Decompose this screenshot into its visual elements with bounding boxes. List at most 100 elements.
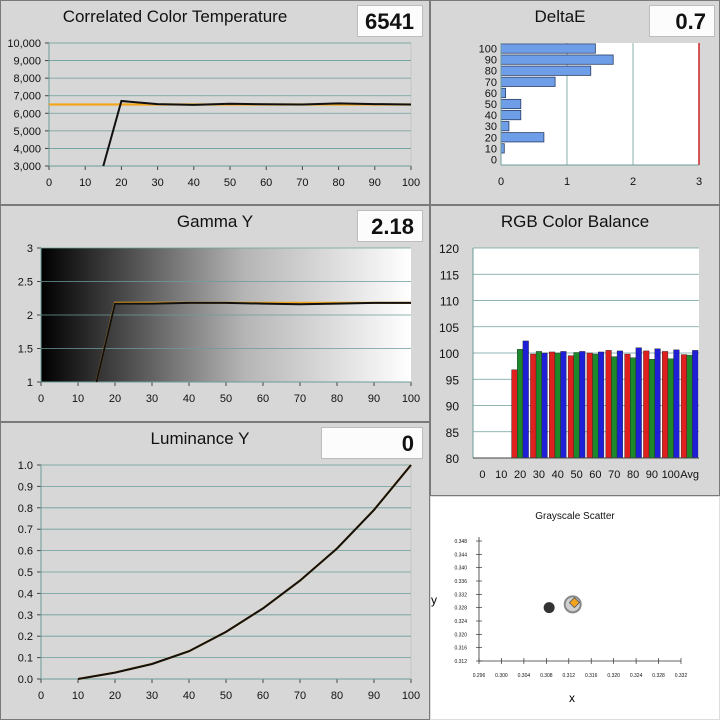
y-tick-label: 9,000 [13, 56, 41, 68]
blue-bar [579, 351, 586, 459]
red-bar [662, 351, 669, 459]
y-tick-label: 5,000 [13, 126, 41, 138]
x-tick-label: 0.308 [540, 673, 553, 679]
rgb-title: RGB Color Balance [500, 212, 650, 231]
y-tick-label: 0.340 [454, 566, 467, 572]
x-tick-label: 40 [183, 393, 195, 405]
red-bar [680, 354, 687, 459]
y-tick-label: 0.3 [18, 610, 33, 622]
x-tick-label: 40 [552, 469, 564, 481]
blue-bar [616, 350, 623, 459]
y-tick-label: 115 [440, 268, 459, 282]
y-tick-label: 50 [485, 99, 497, 111]
measured-line [102, 99, 412, 167]
x-tick-label: 70 [608, 469, 620, 481]
luminance-title: Luminance Y [150, 429, 250, 448]
y-tick-label: 95 [446, 373, 460, 387]
x-tick-label: 0.328 [652, 673, 665, 679]
luminance-panel: Luminance Y 0 0.0 0.1 0.2 0.3 0.4 0.5 0.6 0.7 0.… [0, 422, 430, 720]
x-tick-label: 90 [369, 177, 381, 189]
deltae-bar [500, 43, 596, 54]
x-tick-label: 40 [188, 177, 200, 189]
y-tick-label: 3 [27, 243, 33, 255]
green-bar [667, 358, 674, 459]
x-tick-label: 50 [224, 177, 236, 189]
x-tick-label: 20 [514, 469, 526, 481]
x-tick-label: 0.320 [607, 673, 620, 679]
x-tick-label: 10 [72, 690, 84, 702]
x-tick-label: 60 [257, 690, 269, 702]
y-tick-label: 0.332 [454, 592, 467, 598]
y-tick-label: 0.348 [454, 539, 467, 545]
x-tick-label: 100 [662, 469, 680, 481]
y-tick-label: 30 [485, 121, 497, 133]
y-tick-label: 0.7 [18, 524, 33, 536]
red-bar [567, 355, 574, 459]
green-bar [554, 352, 561, 459]
y-tick-label: 0.4 [18, 588, 33, 600]
x-tick-label: 60 [589, 469, 601, 481]
red-bar [530, 353, 537, 459]
scatter-measured-point [568, 597, 580, 609]
x-tick-label: 30 [533, 469, 545, 481]
red-bar [643, 350, 650, 459]
deltae-bar [500, 87, 507, 98]
x-tick-label: 0.304 [518, 673, 531, 679]
deltae-bar [500, 110, 522, 121]
x-tick-label: 50 [570, 469, 582, 481]
scatter-y-label: y [431, 593, 437, 607]
y-tick-label: 110 [440, 295, 459, 309]
green-bar [611, 356, 618, 459]
x-tick-label: 0 [479, 469, 485, 481]
deltae-bar [500, 121, 510, 132]
x-tick-label: 0.312 [563, 673, 576, 679]
y-tick-label: 100 [479, 44, 497, 56]
scatter-title: Grayscale Scatter [535, 511, 615, 522]
y-tick-label: 85 [446, 426, 460, 440]
y-tick-label: 40 [485, 110, 497, 122]
x-tick-label: 60 [257, 393, 269, 405]
y-tick-label: 0.344 [454, 552, 467, 558]
y-tick-label: 100 [439, 347, 459, 361]
y-tick-label: 90 [485, 55, 497, 67]
x-tick-label: 0 [38, 393, 44, 405]
x-tick-label: 0.324 [630, 673, 643, 679]
y-tick-label: 0 [491, 154, 497, 166]
deltae-bar [500, 98, 522, 110]
scatter-point-dark [543, 602, 555, 614]
measured-line [77, 464, 412, 680]
gamma-readout: 2.18 [357, 210, 423, 242]
y-tick-label: 0.336 [454, 579, 467, 585]
rgb-panel: RGB Color Balance 80 85 90 95 100 105 110 115 12… [430, 205, 720, 496]
rgb-chart: 80 85 90 95 100 105 110 115 120 0 10 20 30 40 50 60 70 80… [439, 242, 699, 481]
x-tick-label: 3 [696, 176, 702, 188]
y-tick-label: 4,000 [13, 143, 41, 155]
y-tick-label: 2 [27, 310, 33, 322]
y-tick-label: 80 [485, 66, 497, 78]
x-tick-label: 80 [331, 393, 343, 405]
blue-bar [541, 352, 548, 459]
x-tick-label: 70 [294, 690, 306, 702]
blue-bar [692, 350, 699, 459]
red-bar [549, 351, 556, 459]
x-tick-label: 100 [402, 177, 420, 189]
deltae-bar [500, 65, 592, 76]
gamma-title: Gamma Y [176, 212, 254, 231]
x-tick-label: 80 [332, 177, 344, 189]
y-tick-label: 1.5 [18, 344, 33, 356]
green-bar [630, 357, 637, 459]
x-tick-label: 90 [368, 690, 380, 702]
y-tick-label: 90 [446, 400, 460, 414]
cct-title: Correlated Color Temperature [62, 7, 288, 26]
x-tick-label: 0.316 [585, 673, 598, 679]
y-tick-label: 10 [485, 143, 497, 155]
x-tick-label: 2 [630, 176, 636, 188]
measured-line [95, 301, 411, 383]
x-tick-label: 20 [109, 690, 121, 702]
x-tick-label: 30 [151, 177, 163, 189]
x-tick-label: Avg [680, 469, 699, 481]
y-tick-label: 10,000 [7, 38, 41, 50]
y-tick-label: 20 [485, 132, 497, 144]
green-bar [648, 359, 655, 459]
blue-bar [522, 340, 529, 459]
